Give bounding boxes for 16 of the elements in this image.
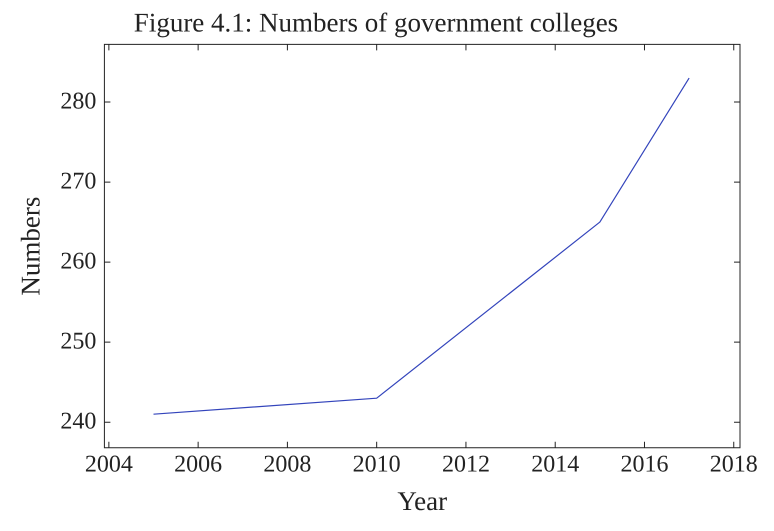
y-tick-label: 240 — [60, 408, 96, 434]
x-tick-label: 2006 — [174, 451, 222, 478]
x-tick-label: 2008 — [263, 451, 312, 478]
x-tick-label: 2018 — [710, 451, 758, 478]
x-tick-label: 2010 — [352, 451, 401, 478]
y-axis-title: Numbers — [15, 196, 46, 296]
x-tick-label: 2004 — [84, 451, 133, 478]
y-tick-label: 250 — [60, 328, 96, 354]
y-tick-label: 270 — [60, 168, 96, 194]
x-tick-label: 2014 — [531, 451, 580, 478]
x-axis-title: Year — [397, 486, 448, 516]
y-tick-label: 280 — [60, 88, 96, 114]
x-tick-label: 2016 — [620, 451, 668, 478]
x-tick-label: 2012 — [442, 451, 490, 478]
y-tick-label: 260 — [60, 248, 96, 274]
chart-title: Figure 4.1: Numbers of government colleges — [134, 7, 618, 38]
